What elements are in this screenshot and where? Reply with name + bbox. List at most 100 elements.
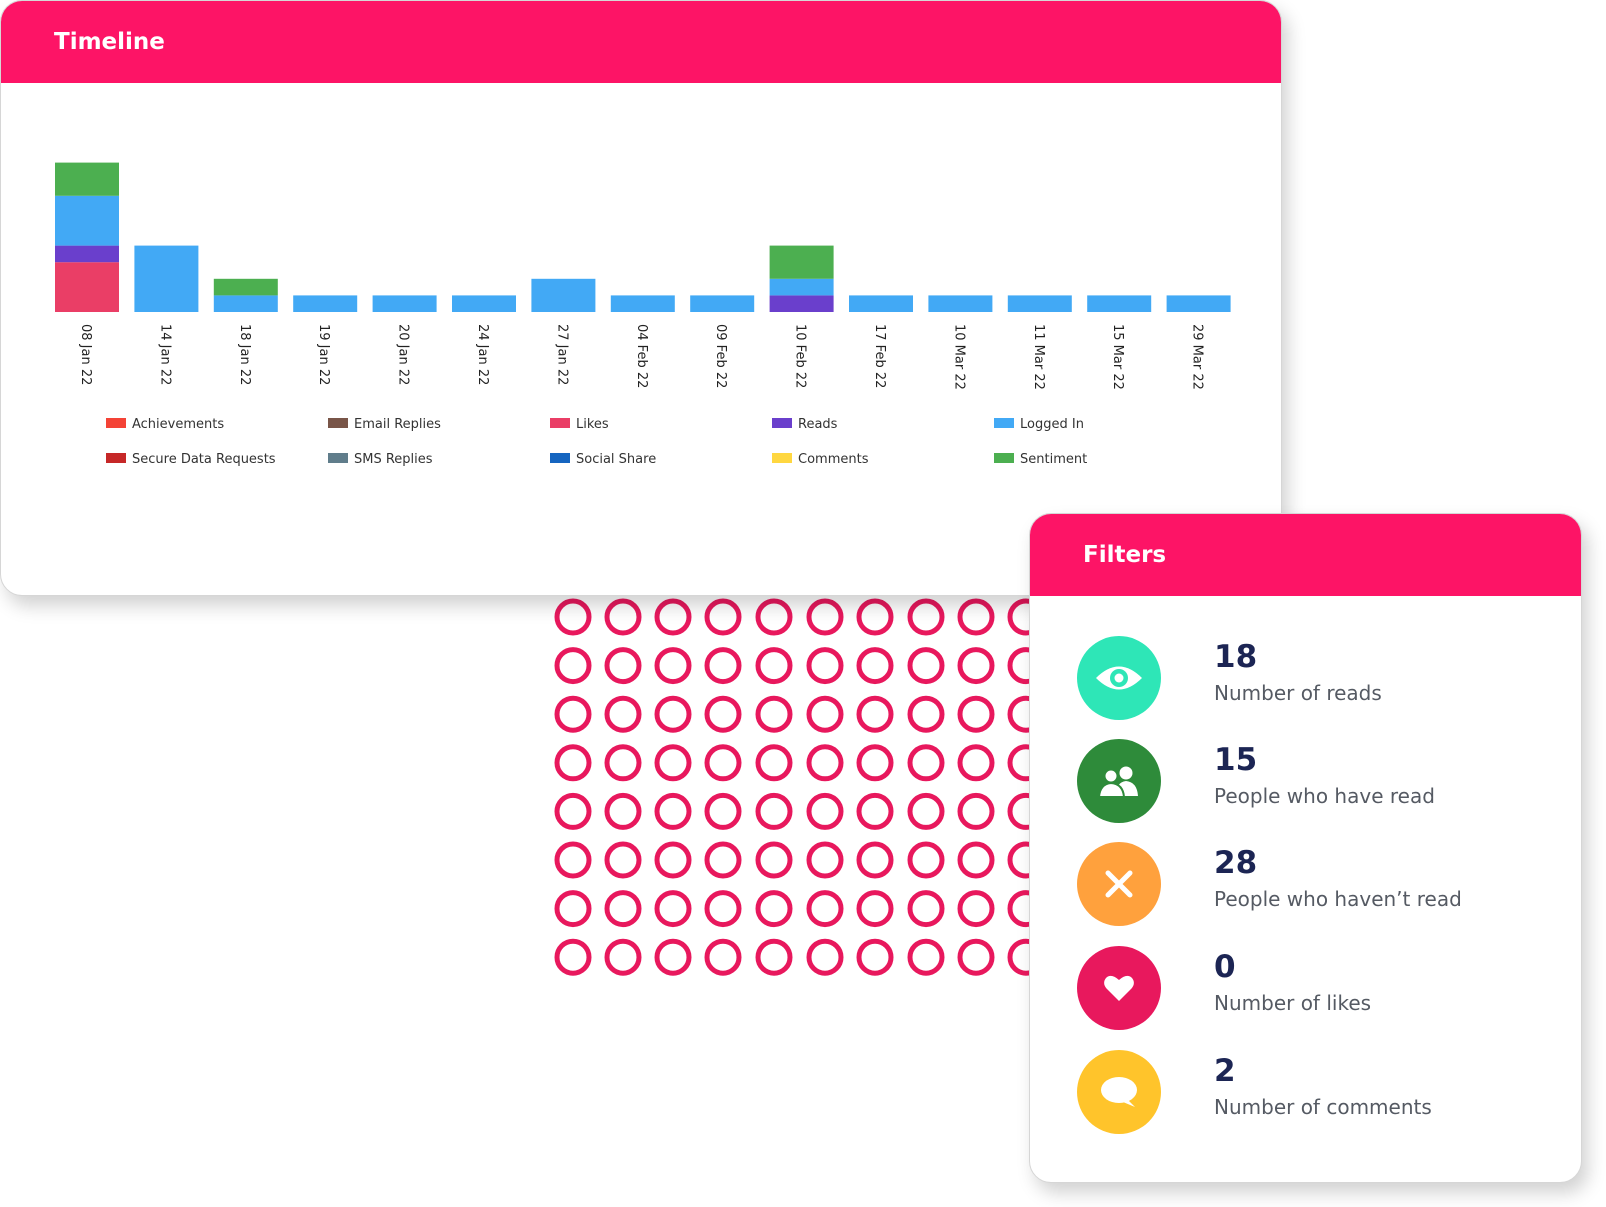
legend-swatch — [772, 453, 792, 463]
bar-segment[interactable] — [849, 295, 913, 312]
decorative-ring — [856, 598, 894, 636]
legend-item[interactable]: Logged In — [994, 417, 1084, 432]
legend-item[interactable]: Social Share — [550, 452, 656, 467]
legend-item[interactable]: Email Replies — [328, 417, 441, 432]
timeline-chart: 08 Jan 22 14 Jan 22 18 Jan 22 19 Jan 22 20 J… — [55, 162, 1231, 467]
x-tick-label: 09 Feb 22 — [713, 324, 728, 388]
stat-value: 2 — [1214, 1053, 1236, 1089]
decorative-ring — [604, 890, 642, 928]
bar-segment[interactable] — [531, 278, 596, 312]
close-icon — [1077, 842, 1161, 926]
legend-item[interactable]: Comments — [772, 452, 869, 467]
legend-label: Achievements — [132, 417, 224, 432]
decorative-ring — [957, 647, 995, 685]
bar-segment[interactable] — [372, 295, 437, 312]
decorative-ring — [907, 841, 945, 879]
decorative-ring — [806, 841, 844, 879]
decorative-ring — [806, 647, 844, 685]
bar-segment[interactable] — [1166, 295, 1231, 312]
x-tick-label: 24 Jan 22 — [475, 324, 490, 385]
bar-segment[interactable] — [690, 295, 755, 312]
stat-value: 18 — [1214, 639, 1258, 675]
legend-item[interactable]: Likes — [550, 417, 609, 432]
bar-segment[interactable] — [55, 262, 119, 312]
decorative-ring — [755, 792, 793, 830]
bar-segment[interactable] — [293, 295, 358, 312]
speech-bubble-icon — [1077, 1050, 1161, 1134]
legend-swatch — [550, 418, 570, 428]
legend-swatch — [550, 453, 570, 463]
decorative-ring — [957, 938, 995, 976]
bar-segment[interactable] — [928, 295, 993, 312]
legend-item[interactable]: Secure Data Requests — [106, 452, 276, 467]
decorative-ring — [554, 647, 592, 685]
decorative-ring — [755, 598, 793, 636]
bar-segment[interactable] — [610, 295, 675, 312]
decorative-ring — [856, 890, 894, 928]
decorative-ring — [654, 695, 692, 733]
decorative-ring — [755, 938, 793, 976]
timeline-title: Timeline — [54, 29, 165, 55]
stat-likes[interactable]: 0 Number of likes — [1077, 946, 1557, 1030]
bar-segment[interactable] — [213, 295, 278, 312]
legend-label: Email Replies — [354, 417, 441, 432]
filters-card: Filters 18 Number of reads 15 People who… — [1029, 513, 1582, 1183]
legend-item[interactable]: Achievements — [106, 417, 224, 432]
decorative-ring — [957, 744, 995, 782]
stat-value: 0 — [1214, 949, 1236, 985]
bar-segment[interactable] — [452, 295, 516, 312]
decorative-ring — [654, 890, 692, 928]
decorative-ring — [704, 695, 742, 733]
decorative-ring — [604, 841, 642, 879]
decorative-ring — [957, 598, 995, 636]
decorative-ring — [806, 695, 844, 733]
decorative-ring — [604, 792, 642, 830]
decorative-ring — [554, 598, 592, 636]
decorative-ring — [554, 890, 592, 928]
bar-segment[interactable] — [769, 295, 834, 312]
stat-people-not-read[interactable]: 28 People who haven’t read — [1077, 842, 1557, 926]
legend-item[interactable]: SMS Replies — [328, 452, 433, 467]
x-tick-label: 17 Feb 22 — [872, 324, 887, 388]
decorative-ring — [654, 598, 692, 636]
decorative-ring — [704, 890, 742, 928]
decorative-ring — [654, 938, 692, 976]
decorative-ring — [957, 695, 995, 733]
decorative-ring — [755, 695, 793, 733]
stat-comments[interactable]: 2 Number of comments — [1077, 1050, 1557, 1134]
decorative-ring — [907, 647, 945, 685]
decorative-ring — [654, 647, 692, 685]
decorative-ring — [554, 792, 592, 830]
dot-pattern — [554, 598, 1045, 976]
stat-people-read[interactable]: 15 People who have read — [1077, 739, 1557, 823]
legend-item[interactable]: Sentiment — [994, 452, 1087, 467]
bar-segment[interactable] — [1007, 295, 1072, 312]
legend-swatch — [994, 418, 1014, 428]
bar-segment[interactable] — [134, 245, 199, 312]
decorative-ring — [704, 938, 742, 976]
bar-segment[interactable] — [55, 245, 119, 263]
people-icon — [1077, 739, 1161, 823]
decorative-ring — [755, 841, 793, 879]
eye-icon — [1077, 636, 1161, 720]
stat-reads[interactable]: 18 Number of reads — [1077, 636, 1557, 720]
x-tick-label: 10 Feb 22 — [793, 324, 808, 388]
bar-segment[interactable] — [769, 278, 834, 296]
bar-segment[interactable] — [769, 245, 834, 279]
legend-label: Reads — [798, 417, 838, 432]
bar-segment[interactable] — [1087, 295, 1152, 312]
legend-label: Sentiment — [1020, 452, 1087, 467]
decorative-ring — [654, 841, 692, 879]
bar-segment[interactable] — [213, 278, 278, 296]
x-tick-label: 19 Jan 22 — [316, 324, 331, 385]
decorative-ring — [554, 695, 592, 733]
legend-swatch — [772, 418, 792, 428]
x-tick-label: 15 Mar 22 — [1110, 324, 1125, 390]
bar-segment[interactable] — [55, 162, 119, 196]
x-tick-label: 27 Jan 22 — [554, 324, 569, 385]
legend-item[interactable]: Reads — [772, 417, 838, 432]
decorative-ring — [704, 841, 742, 879]
decorative-ring — [907, 890, 945, 928]
decorative-ring — [907, 938, 945, 976]
bar-segment[interactable] — [55, 195, 119, 246]
